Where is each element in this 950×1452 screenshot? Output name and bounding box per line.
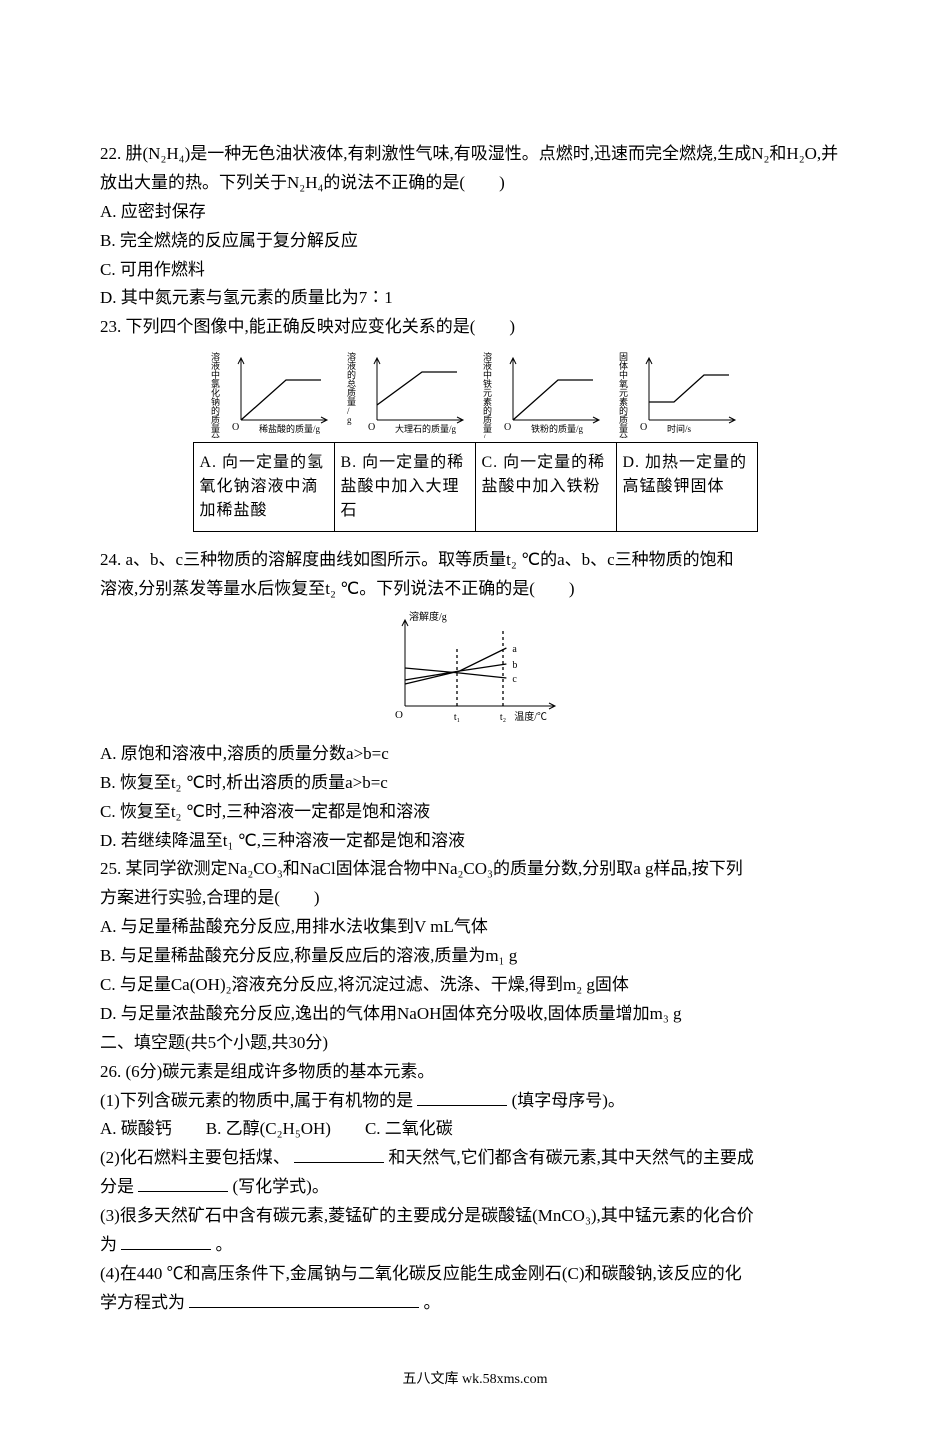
q26-blank-4	[121, 1232, 211, 1250]
q26-p1: (1)下列含碳元素的物质中,属于有机物的是 (填字母序号)。	[100, 1087, 850, 1116]
q23-chart-C: 溶液中铁元素的质量/gO铁粉的质量/g	[479, 348, 607, 438]
q26-blank-5	[189, 1290, 419, 1308]
q22-stem: 22. 肼(N₂H₄)是一种无色油状液体,有刺激性气味,有吸湿性。点燃时,迅速而…	[100, 140, 850, 198]
q25-optA: A. 与足量稀盐酸充分反应,用排水法收集到V mL气体	[100, 913, 850, 942]
svg-text:g: g	[347, 415, 352, 425]
q23-optB: B. 向一定量的稀盐酸中加入大理石	[334, 443, 475, 532]
q25-stem-1: 25. 某同学欲测定Na₂CO₃和NaCl固体混合物中Na₂CO₃的质量分数,分…	[100, 855, 850, 884]
q22-optB: B. 完全燃烧的反应属于复分解反应	[100, 227, 850, 256]
q25-stem-2: 方案进行实验,合理的是( )	[100, 884, 850, 913]
svg-text:大理石的质量/g: 大理石的质量/g	[395, 423, 457, 434]
svg-text:c: c	[512, 674, 517, 685]
q26-p1b: (填字母序号)。	[512, 1091, 625, 1110]
q25-optB: B. 与足量稀盐酸充分反应,称量反应后的溶液,质量为m₁ g	[100, 942, 850, 971]
svg-text:O: O	[368, 422, 375, 433]
section-2-heading: 二、填空题(共5个小题,共30分)	[100, 1029, 850, 1058]
q26-p3-line2: 为 。	[100, 1231, 850, 1260]
q25-optC: C. 与足量Ca(OH)₂溶液充分反应,将沉淀过滤、洗涤、干燥,得到m₂ g固体	[100, 971, 850, 1000]
q26-p4c: 。	[424, 1293, 441, 1312]
q23-optD: D. 加热一定量的高锰酸钾固体	[616, 443, 757, 532]
svg-text:t₁: t₁	[454, 712, 460, 723]
svg-text:温度/℃: 温度/℃	[514, 710, 547, 723]
q24-optA: A. 原饱和溶液中,溶质的质量分数a>b=c	[100, 740, 850, 769]
q23-chart-D: 固体中氧元素的质量分数/%O时间/s	[615, 348, 743, 438]
q26-p2c: 分是	[100, 1177, 134, 1196]
svg-text:分: 分	[211, 433, 220, 438]
q26-p2b: 和天然气,它们都含有碳元素,其中天然气的主要成	[388, 1148, 754, 1167]
document-page: 22. 肼(N₂H₄)是一种无色油状液体,有刺激性气味,有吸湿性。点燃时,迅速而…	[0, 0, 950, 1452]
svg-text:O: O	[232, 422, 239, 433]
svg-text:O: O	[504, 422, 511, 433]
svg-text:铁粉的质量/g: 铁粉的质量/g	[531, 423, 584, 434]
q24-optC: C. 恢复至t₂ ℃时,三种溶液一定都是饱和溶液	[100, 798, 850, 827]
q26-p2-line1: (2)化石燃料主要包括煤、 和天然气,它们都含有碳元素,其中天然气的主要成	[100, 1144, 850, 1173]
q23-stem: 23. 下列四个图像中,能正确反映对应变化关系的是( )	[100, 313, 850, 342]
q26-p1a: (1)下列含碳元素的物质中,属于有机物的是	[100, 1091, 413, 1110]
q24-solubility-chart: 溶解度/g O 温度/℃ t₁ t₂ abc	[375, 606, 575, 726]
q25-optD: D. 与足量浓盐酸充分反应,逸出的气体用NaOH固体充分吸收,固体质量增加m₃ …	[100, 1000, 850, 1029]
q23-optC: C. 向一定量的稀盐酸中加入铁粉	[475, 443, 616, 532]
q22-optC: C. 可用作燃料	[100, 256, 850, 285]
q22-optD: D. 其中氮元素与氢元素的质量比为7∶1	[100, 284, 850, 313]
svg-text:溶解度/g: 溶解度/g	[409, 610, 447, 623]
svg-text:时间/s: 时间/s	[667, 423, 692, 434]
svg-text:稀盐酸的质量/g: 稀盐酸的质量/g	[259, 423, 321, 434]
svg-text:t₂: t₂	[500, 712, 506, 723]
svg-text:b: b	[512, 660, 517, 671]
q23-chart-A: 溶液中氯化钠的质量分数/%O稀盐酸的质量/g	[207, 348, 335, 438]
q26-p4-line1: (4)在440 ℃和高压条件下,金属钠与二氧化碳反应能生成金刚石(C)和碳酸钠,…	[100, 1260, 850, 1289]
q24-chart-wrap: 溶解度/g O 温度/℃ t₁ t₂ abc	[100, 606, 850, 736]
q26-p2a: (2)化石燃料主要包括煤、	[100, 1148, 290, 1167]
q24-optD: D. 若继续降温至t₁ ℃,三种溶液一定都是饱和溶液	[100, 827, 850, 856]
svg-text:O: O	[640, 422, 647, 433]
page-footer: 五八文库 wk.58xms.com	[100, 1368, 850, 1392]
q26-p2-line2: 分是 (写化学式)。	[100, 1173, 850, 1202]
q26-p1-opts: A. 碳酸钙 B. 乙醇(C₂H₅OH) C. 二氧化碳	[100, 1115, 850, 1144]
svg-text:a: a	[512, 644, 517, 655]
q26-p4b: 学方程式为	[100, 1293, 185, 1312]
q22-optA: A. 应密封保存	[100, 198, 850, 227]
q26-p4-line2: 学方程式为 。	[100, 1289, 850, 1318]
q26-p3c: 。	[216, 1235, 233, 1254]
q24-stem-1: 24. a、b、c三种物质的溶解度曲线如图所示。取等质量t₂ ℃的a、b、c三种…	[100, 546, 850, 575]
q26-blank-1	[417, 1088, 507, 1106]
q24-stem-2: 溶液,分别蒸发等量水后恢复至t₂ ℃。下列说法不正确的是( )	[100, 575, 850, 604]
q26-p2d: (写化学式)。	[233, 1177, 329, 1196]
q26-blank-2	[294, 1145, 384, 1163]
q23-optA: A. 向一定量的氢氧化钠溶液中滴加稀盐酸	[193, 443, 334, 532]
q24-optB: B. 恢复至t₂ ℃时,析出溶质的质量a>b=c	[100, 769, 850, 798]
q26-head: 26. (6分)碳元素是组成许多物质的基本元素。	[100, 1058, 850, 1087]
q23-charts-row: 溶液中氯化钠的质量分数/%O稀盐酸的质量/g 溶液的总质量/gO大理石的质量/g…	[100, 348, 850, 438]
svg-text:O: O	[395, 709, 403, 721]
q23-options-table: A. 向一定量的氢氧化钠溶液中滴加稀盐酸 B. 向一定量的稀盐酸中加入大理石 C…	[193, 442, 758, 532]
svg-text:分: 分	[619, 433, 628, 438]
q26-p3-line1: (3)很多天然矿石中含有碳元素,菱锰矿的主要成分是碳酸锰(MnCO₃),其中锰元…	[100, 1202, 850, 1231]
q26-p3b: 为	[100, 1235, 117, 1254]
q23-chart-B: 溶液的总质量/gO大理石的质量/g	[343, 348, 471, 438]
q26-blank-3	[138, 1174, 228, 1192]
